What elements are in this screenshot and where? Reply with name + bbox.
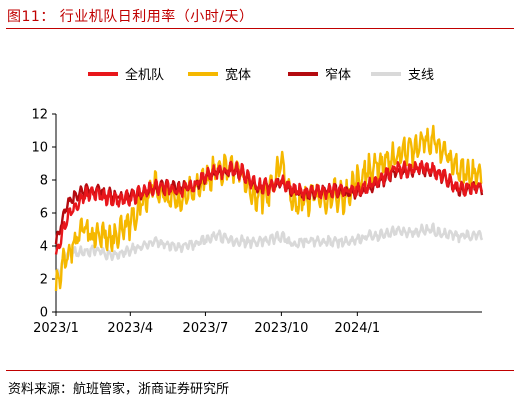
- series-line-2: [54, 124, 483, 292]
- source-note: 资料来源：航班管家，浙商证券研究所: [8, 382, 230, 397]
- x-tick-label: 2023/4: [107, 321, 153, 336]
- y-tick-label: 2: [40, 273, 48, 288]
- legend-label: 窄体: [325, 67, 351, 83]
- x-tick-label: 2023/7: [183, 321, 229, 336]
- series-line-1: [54, 159, 484, 255]
- x-tick-label: 2024/1: [334, 321, 380, 336]
- y-tick-label: 10: [31, 141, 48, 156]
- series-line-4: [54, 222, 484, 281]
- x-tick-label: 2023/1: [33, 321, 79, 336]
- legend-label: 支线: [408, 68, 434, 83]
- chart-title: 图11： 行业机队日利用率（小时/天）: [7, 9, 254, 25]
- x-tick-label: 2023/10: [254, 321, 308, 336]
- y-tick-label: 6: [40, 207, 48, 222]
- legend-label: 宽体: [225, 67, 251, 83]
- title-divider: [6, 28, 514, 29]
- y-tick-label: 0: [40, 306, 48, 321]
- y-tick-label: 12: [31, 108, 48, 123]
- y-tick-label: 8: [40, 174, 48, 189]
- line-chart: 0 2 4 6 8 10 12 2023/1 2023/4 2023/7 2023/10 2024/1…: [31, 67, 484, 336]
- legend-label: 全机队: [125, 67, 164, 83]
- y-tick-label: 4: [40, 240, 48, 255]
- footer-divider: [6, 370, 514, 371]
